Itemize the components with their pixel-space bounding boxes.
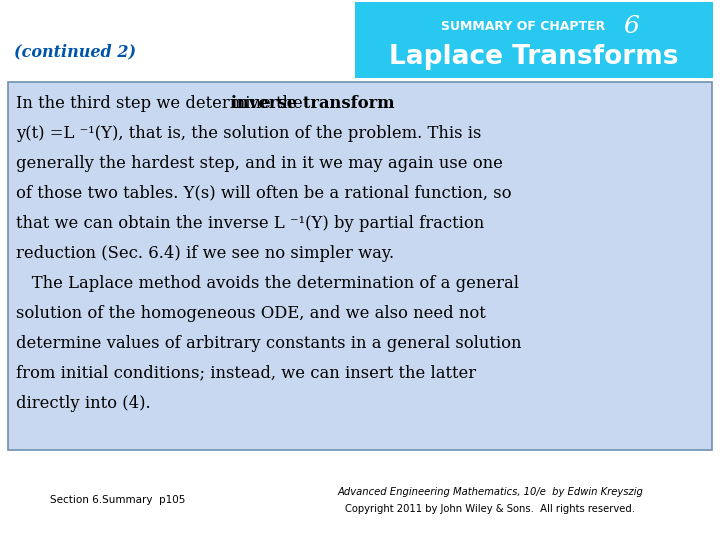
Text: y(t) =L ⁻¹(Y), that is, the solution of the problem. This is: y(t) =L ⁻¹(Y), that is, the solution of … <box>16 125 482 141</box>
Text: 6: 6 <box>624 15 639 38</box>
Text: Laplace Transforms: Laplace Transforms <box>390 44 679 70</box>
Text: The Laplace method avoids the determination of a general: The Laplace method avoids the determinat… <box>16 274 519 292</box>
Text: Advanced Engineering Mathematics, 10/e  by Edwin Kreyszig: Advanced Engineering Mathematics, 10/e b… <box>337 487 643 497</box>
Text: Section 6.Summary  p105: Section 6.Summary p105 <box>50 495 185 505</box>
Text: SUMMARY OF CHAPTER: SUMMARY OF CHAPTER <box>441 20 606 33</box>
Text: that we can obtain the inverse L ⁻¹(Y) by partial fraction: that we can obtain the inverse L ⁻¹(Y) b… <box>16 214 485 232</box>
Text: determine values of arbitrary constants in a general solution: determine values of arbitrary constants … <box>16 334 521 352</box>
Text: from initial conditions; instead, we can insert the latter: from initial conditions; instead, we can… <box>16 364 476 381</box>
Text: reduction (Sec. 6.4) if we see no simpler way.: reduction (Sec. 6.4) if we see no simple… <box>16 245 394 261</box>
Text: (continued 2): (continued 2) <box>14 44 136 60</box>
FancyBboxPatch shape <box>355 2 713 78</box>
FancyBboxPatch shape <box>8 82 712 450</box>
Text: directly into (4).: directly into (4). <box>16 395 150 411</box>
Text: In the third step we determine the: In the third step we determine the <box>16 94 308 111</box>
Text: of those two tables. Y(s) will often be a rational function, so: of those two tables. Y(s) will often be … <box>16 185 511 201</box>
Text: solution of the homogeneous ODE, and we also need not: solution of the homogeneous ODE, and we … <box>16 305 486 321</box>
Text: generally the hardest step, and in it we may again use one: generally the hardest step, and in it we… <box>16 154 503 172</box>
Text: Copyright 2011 by John Wiley & Sons.  All rights reserved.: Copyright 2011 by John Wiley & Sons. All… <box>345 504 635 514</box>
Text: inverse transform: inverse transform <box>231 94 395 111</box>
